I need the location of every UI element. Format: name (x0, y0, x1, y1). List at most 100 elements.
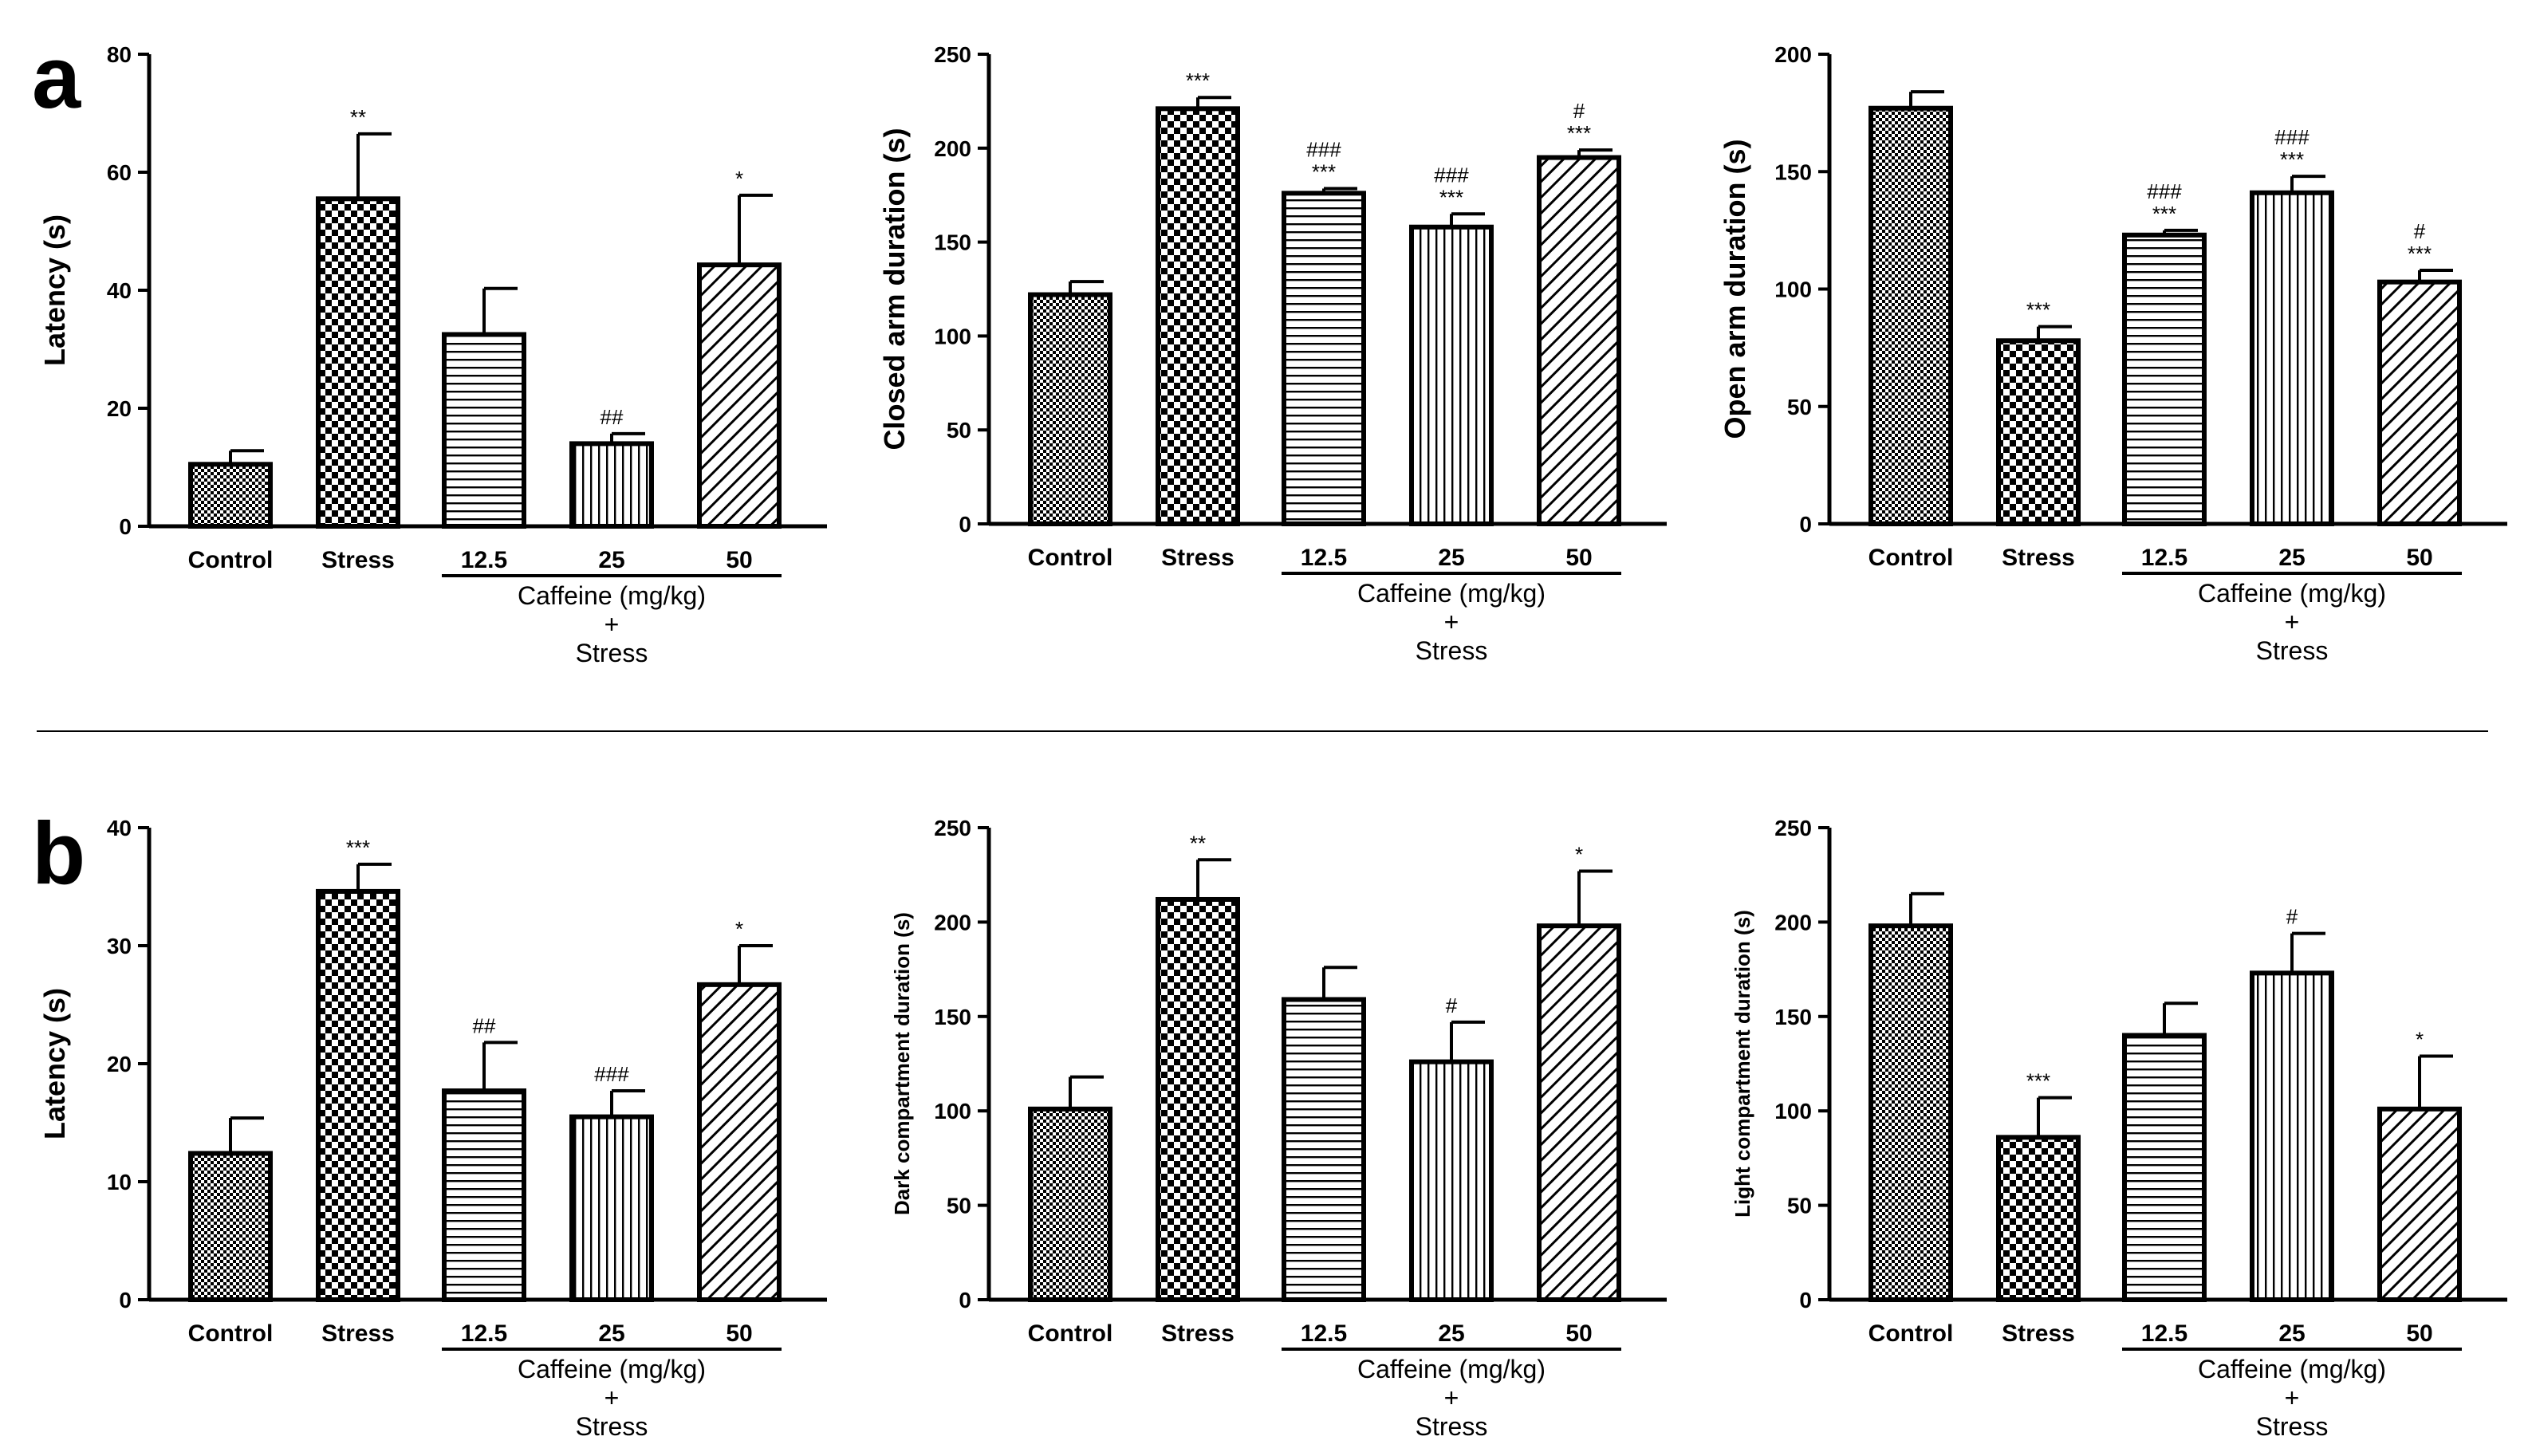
chart-5: 0 50 100 150 200 250 Dark compartment duration… (890, 816, 1667, 1441)
category-label: 50 (726, 1320, 752, 1347)
y-tick-label: 50 (1787, 395, 1812, 419)
group-label-line1: Caffeine (mg/kg) (2198, 1355, 2386, 1383)
category-label: Stress (1161, 1320, 1234, 1347)
group-label-line1: Caffeine (mg/kg) (1357, 579, 1546, 608)
bar-25 (2250, 970, 2334, 1303)
significance-label: ### (1434, 163, 1469, 187)
group-label-line3: Stress (576, 1412, 648, 1441)
category-label: 12.5 (1301, 545, 1347, 571)
y-tick-label: 80 (107, 42, 132, 67)
category-label: 12.5 (2141, 545, 2187, 571)
category-label: Stress (1161, 545, 1234, 571)
y-tick-label: 100 (934, 1099, 971, 1123)
bar-25 (1409, 1059, 1494, 1302)
significance-label: *** (2280, 148, 2304, 171)
y-tick-label: 100 (934, 324, 971, 348)
y-tick-label: 100 (1774, 277, 1812, 302)
bar-Stress (1996, 1135, 2081, 1303)
category-label: 12.5 (461, 1320, 507, 1347)
category-label: 25 (1438, 545, 1464, 571)
bar-50 (697, 262, 782, 529)
group-label-line1: Caffeine (mg/kg) (2198, 579, 2386, 608)
bar-Control (1868, 105, 1953, 527)
bar-50 (1537, 923, 1621, 1302)
significance-label: ### (594, 1062, 629, 1086)
significance-label: *** (2026, 298, 2050, 322)
bar-25 (1409, 224, 1494, 526)
y-tick-label: 250 (934, 816, 971, 840)
bar-Control (1028, 1106, 1112, 1303)
significance-label: *** (2152, 202, 2176, 226)
y-axis-label: Open arm duration (s) (1719, 139, 1751, 439)
significance-label: *** (2408, 242, 2432, 266)
bar-12.5 (442, 1088, 526, 1303)
significance-label: ** (350, 105, 366, 129)
group-label-line1: Caffeine (mg/kg) (518, 581, 706, 610)
group-label-line2: + (1444, 1383, 1459, 1412)
bar-50 (2377, 279, 2462, 526)
group-label-line2: + (604, 1383, 620, 1412)
category-label: 12.5 (2141, 1320, 2187, 1347)
significance-label: ## (473, 1013, 496, 1037)
significance-label: *** (1567, 121, 1591, 145)
bar-12.5 (2122, 232, 2207, 526)
significance-label: # (1573, 99, 1585, 123)
bar-Stress (1156, 896, 1240, 1302)
group-label-line1: Caffeine (mg/kg) (1357, 1355, 1546, 1383)
significance-label: *** (346, 836, 370, 860)
bar-Stress (1996, 338, 2081, 527)
y-tick-label: 20 (107, 396, 132, 421)
group-label-line3: Stress (2256, 636, 2329, 665)
bar-Control (1868, 923, 1953, 1302)
bar-12.5 (1282, 191, 1366, 526)
group-label-line2: + (2285, 1383, 2300, 1412)
y-tick-label: 0 (119, 1288, 132, 1312)
panel-label-a: a (32, 29, 81, 127)
y-tick-label: 200 (1774, 910, 1812, 935)
y-tick-label: 150 (1774, 159, 1812, 184)
y-axis-label: Latency (s) (38, 988, 71, 1139)
category-label: Control (188, 547, 274, 573)
group-label-line3: Stress (1416, 1412, 1488, 1441)
bar-Control (1028, 292, 1112, 526)
category-label: 50 (726, 547, 752, 573)
category-label: 50 (2406, 545, 2432, 571)
significance-label: ### (1306, 137, 1341, 161)
category-label: 25 (2278, 1320, 2305, 1347)
category-label: 12.5 (1301, 1320, 1347, 1347)
significance-label: ### (2147, 179, 2182, 203)
category-label: Stress (321, 1320, 395, 1347)
bar-25 (569, 441, 654, 529)
y-tick-label: 250 (934, 42, 971, 67)
significance-label: *** (2026, 1069, 2050, 1093)
bar-12.5 (2122, 1033, 2207, 1302)
category-label: Control (1028, 1320, 1113, 1347)
category-label: Stress (2002, 545, 2075, 571)
category-label: Stress (2002, 1320, 2075, 1347)
y-tick-label: 50 (1787, 1194, 1812, 1218)
significance-label: * (1575, 842, 1583, 866)
group-label-line3: Stress (1416, 636, 1488, 665)
y-axis-label: Latency (s) (38, 214, 71, 366)
bar-25 (569, 1114, 654, 1302)
y-tick-label: 10 (107, 1170, 132, 1194)
y-tick-label: 30 (107, 934, 132, 958)
y-axis-label: Light compartment duration (s) (1731, 910, 1754, 1218)
significance-label: # (1446, 994, 1458, 1017)
category-label: 50 (2406, 1320, 2432, 1347)
category-label: 25 (1438, 1320, 1464, 1347)
category-label: Control (1868, 1320, 1954, 1347)
bar-12.5 (442, 332, 526, 529)
chart-1: 0 20 40 60 80 Latency (s) Control ** Stress 12.5 #… (38, 42, 827, 667)
bar-Stress (316, 196, 400, 529)
y-axis-label: Closed arm duration (s) (878, 128, 911, 450)
y-tick-label: 60 (107, 160, 132, 185)
y-tick-label: 200 (934, 136, 971, 161)
category-label: 25 (598, 547, 624, 573)
y-tick-label: 150 (934, 1005, 971, 1029)
significance-label: ** (1190, 831, 1206, 855)
y-tick-label: 50 (947, 1194, 971, 1218)
category-label: 25 (598, 1320, 624, 1347)
bar-12.5 (1282, 997, 1366, 1303)
